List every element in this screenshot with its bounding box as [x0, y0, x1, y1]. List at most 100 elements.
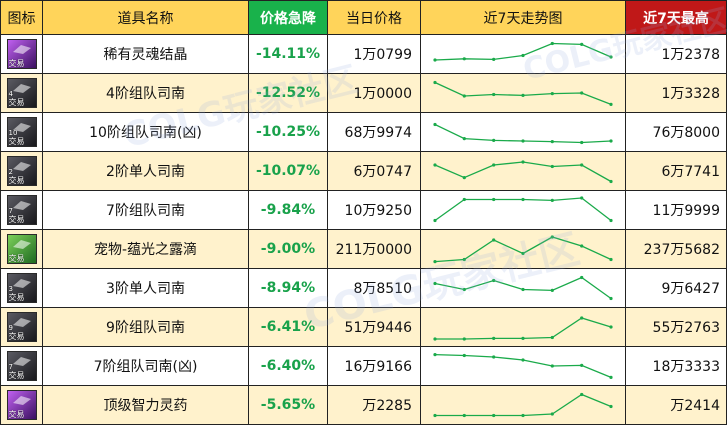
header-row: 图标 道具名称 价格急降 当日价格 近7天走势图 近7天最高: [0, 0, 727, 35]
trend-point: [609, 296, 613, 301]
compass-icon: 7 交易: [6, 351, 37, 381]
trend-point: [580, 196, 584, 200]
trend-point: [492, 138, 496, 142]
trend-cell: [420, 151, 626, 191]
trend-point: [433, 260, 437, 264]
item-name: 宠物-蕴光之露滴: [42, 229, 249, 269]
price-drop: -9.84%: [248, 190, 328, 230]
current-price: 51万9446: [327, 307, 421, 347]
tradable-tag: 交易: [8, 410, 25, 419]
price-drop: -10.25%: [248, 112, 328, 152]
current-price: 211万0000: [327, 229, 421, 269]
trend-point: [433, 413, 437, 418]
seven-day-max: 9万6427: [625, 268, 727, 308]
trend-point: [521, 160, 525, 164]
price-drop-table: 图标 道具名称 价格急降 当日价格 近7天走势图 近7天最高 交易 稀有灵魂结晶 -…: [0, 0, 727, 425]
tradable-tag: 交易: [8, 215, 25, 224]
item-level-label: 7: [8, 207, 13, 215]
trend-point: [521, 358, 525, 362]
compass-icon: 9 交易: [6, 312, 37, 342]
trend-point: [521, 287, 525, 292]
trend-line: [434, 81, 612, 106]
trend-point: [609, 179, 613, 184]
tradable-tag: 交易: [8, 59, 25, 68]
trend-point: [550, 335, 554, 340]
trend-point: [433, 218, 437, 223]
seven-day-max: 76万8000: [625, 112, 727, 152]
trend-point: [521, 197, 525, 202]
trend-point: [492, 163, 496, 167]
trend-cell: [420, 229, 626, 269]
seven-day-max: 11万9999: [625, 190, 727, 230]
item-name: 4阶组队司南: [42, 73, 249, 113]
trend-point: [492, 238, 496, 242]
item-name: 10阶组队司南(凶): [42, 112, 249, 152]
tradable-tag: 交易: [8, 332, 25, 341]
trend-point: [433, 353, 437, 357]
current-price: 1万0000: [327, 73, 421, 113]
trend-point: [492, 355, 496, 359]
item-icon-cell: 7 交易: [0, 346, 43, 386]
item-icon-cell: 7 交易: [0, 190, 43, 230]
current-price: 16万9166: [327, 346, 421, 386]
compass-icon: 10 交易: [6, 117, 37, 147]
item-level-label: 7: [8, 363, 13, 371]
compass-icon: 7 交易: [6, 195, 37, 225]
item-name: 9阶组队司南: [42, 307, 249, 347]
trend-point: [433, 80, 437, 85]
trend-point: [550, 364, 554, 368]
trend-point: [580, 42, 584, 46]
item-name: 7阶组队司南: [42, 190, 249, 230]
trend-cell: [420, 346, 626, 386]
tradable-tag: 交易: [8, 371, 25, 380]
trend-sparkline: [433, 235, 613, 264]
item-name: 顶级智力灵药: [42, 385, 249, 425]
tradable-tag: 交易: [8, 254, 25, 263]
trend-point: [580, 91, 584, 95]
table-row: 交易 稀有灵魂结晶 -14.11% 1万0799 1万2378: [0, 34, 727, 74]
current-price: 6万0747: [327, 151, 421, 191]
trend-line: [434, 353, 612, 379]
trend-point: [609, 257, 613, 262]
current-price: 1万0799: [327, 34, 421, 74]
item-level-label: 4: [8, 90, 13, 98]
item-name: 3阶单人司南: [42, 268, 249, 308]
trend-sparkline: [433, 353, 613, 379]
trend-sparkline: [433, 392, 613, 418]
trend-point: [433, 337, 437, 341]
trend-point: [433, 58, 437, 62]
header-trend: 近7天走势图: [420, 0, 626, 35]
trend-point: [580, 140, 584, 145]
trend-point: [609, 375, 613, 379]
trend-point: [580, 392, 584, 397]
current-price: 8万8510: [327, 268, 421, 308]
trend-cell: [420, 112, 626, 152]
trend-line: [435, 393, 612, 417]
trend-point: [433, 122, 437, 127]
trend-cell: [420, 190, 626, 230]
compass-icon: 4 交易: [6, 78, 37, 108]
trend-point: [462, 257, 466, 262]
trend-cell: [420, 307, 626, 347]
trend-point: [492, 413, 496, 418]
trend-point: [550, 92, 554, 96]
trend-point: [580, 363, 584, 367]
trend-cell: [420, 385, 626, 425]
trend-point: [462, 337, 466, 341]
trend-cell: [420, 34, 626, 74]
trend-line: [434, 236, 612, 263]
trend-point: [462, 94, 466, 98]
trend-point: [609, 218, 613, 223]
trend-point: [462, 137, 466, 141]
current-price: 10万9250: [327, 190, 421, 230]
item-level-label: 9: [8, 324, 13, 332]
price-drop: -10.07%: [248, 151, 328, 191]
tradable-tag: 交易: [8, 293, 25, 302]
trend-sparkline: [433, 41, 613, 62]
item-name: 2阶单人司南: [42, 151, 249, 191]
item-icon-cell: 交易: [0, 34, 43, 74]
trend-sparkline: [433, 316, 613, 341]
header-name: 道具名称: [42, 0, 249, 35]
trend-point: [550, 288, 554, 292]
table-row: 交易 顶级智力灵药 -5.65% 万2285 万2414: [0, 385, 727, 425]
